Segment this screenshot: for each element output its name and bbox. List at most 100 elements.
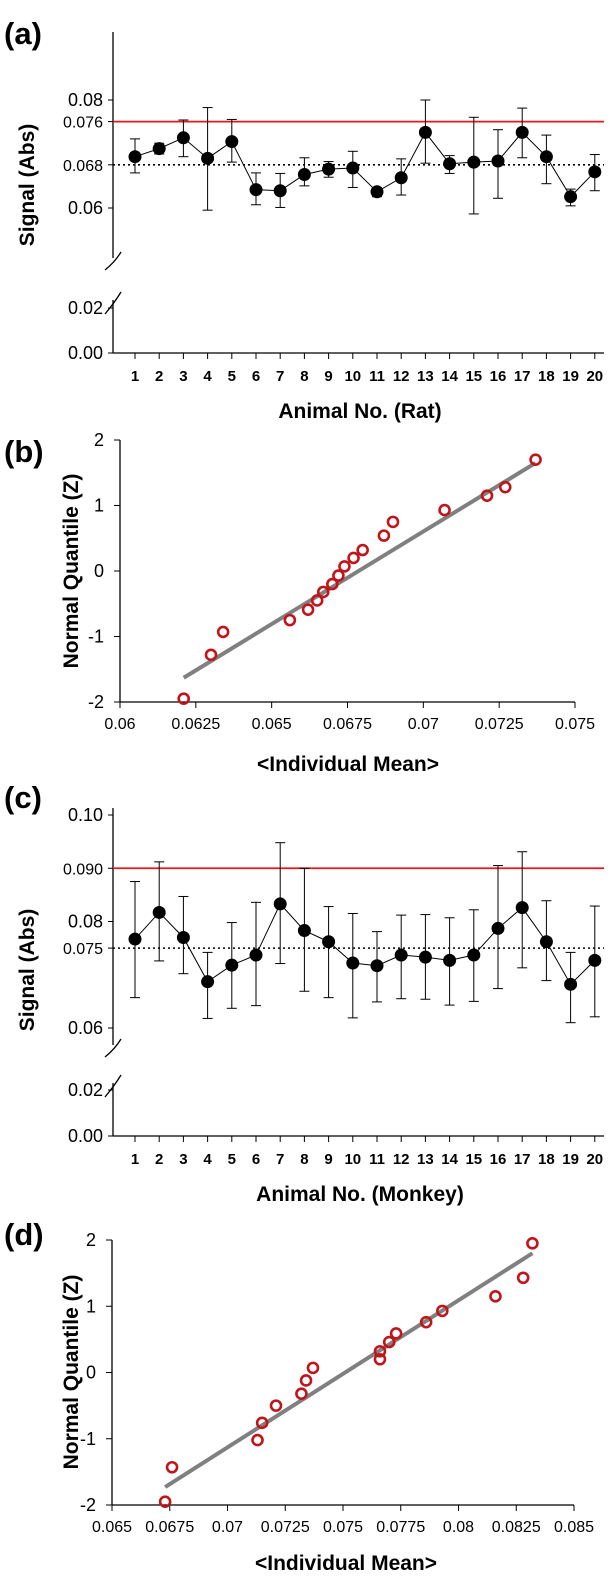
y-tick-label: -2 <box>88 692 104 712</box>
data-point <box>306 1361 320 1375</box>
x-tick-label: 5 <box>228 1151 236 1168</box>
data-point <box>158 1495 172 1508</box>
x-tick-label: 0.065 <box>92 1519 132 1536</box>
y-tick-label: 2 <box>94 430 104 450</box>
data-point <box>269 1399 283 1412</box>
data-point <box>216 625 230 639</box>
data-point <box>529 453 542 466</box>
axis-break-mark-lower <box>104 1074 122 1098</box>
data-point <box>310 594 324 607</box>
x-tick-label: 13 <box>417 368 434 385</box>
data-point <box>347 551 360 565</box>
data-point <box>283 613 297 627</box>
data-point <box>386 515 400 529</box>
y-tick-label: -1 <box>88 627 104 647</box>
data-point <box>443 953 457 967</box>
x-tick-label: 2 <box>155 368 163 385</box>
series-line <box>134 903 596 986</box>
data-point <box>564 977 578 991</box>
y-tick-label: 0.068 <box>63 158 103 175</box>
x-tick-label: 17 <box>514 368 531 385</box>
data-point <box>338 560 351 573</box>
data-point <box>526 1237 539 1250</box>
data-point <box>128 150 142 164</box>
y-tick-label: 0.090 <box>63 861 103 878</box>
data-point <box>176 131 190 145</box>
x-tick-label: 0.075 <box>323 1519 363 1536</box>
x-tick-label: 15 <box>465 1151 482 1168</box>
data-point <box>273 897 287 911</box>
x-tick-label: 16 <box>490 368 507 385</box>
panel-label: (a) <box>4 16 42 51</box>
y-tick-label: 0 <box>86 1363 96 1383</box>
data-point <box>491 154 505 168</box>
y-tick-label: 0.08 <box>68 912 103 932</box>
x-tick-label: 4 <box>203 1151 212 1168</box>
data-point <box>516 1271 530 1285</box>
x-tick-label: 8 <box>300 1151 308 1168</box>
x-tick-label: 8 <box>300 368 308 385</box>
x-axis-title: Animal No. (Rat) <box>278 400 441 423</box>
y-tick-label: 0.02 <box>68 1080 103 1100</box>
y-tick-label: 0.02 <box>68 298 103 318</box>
x-tick-label: 18 <box>538 1151 555 1168</box>
x-tick-label: 6 <box>252 368 260 385</box>
data-point <box>370 959 384 973</box>
data-point <box>346 161 360 175</box>
data-point <box>373 1345 387 1358</box>
data-point <box>316 585 330 599</box>
x-tick-label: 1 <box>131 1151 139 1168</box>
y-axis-title: Normal Quantile (Z) <box>60 1275 83 1470</box>
x-tick-label: 17 <box>514 1151 531 1168</box>
x-tick-label: 0.085 <box>554 1519 594 1536</box>
data-point <box>389 1327 403 1340</box>
data-point <box>225 135 239 149</box>
x-axis-title: Animal No. (Monkey) <box>256 1183 464 1206</box>
data-point <box>539 150 553 164</box>
data-point <box>498 480 512 494</box>
x-tick-label: 13 <box>417 1151 434 1168</box>
data-point <box>443 157 457 171</box>
data-point <box>249 948 263 962</box>
data-point <box>373 1352 387 1366</box>
x-tick-label: 12 <box>393 1151 410 1168</box>
data-point <box>177 692 190 706</box>
x-tick-label: 9 <box>324 368 332 385</box>
x-tick-label: 1 <box>131 368 139 385</box>
data-point <box>201 975 215 989</box>
y-tick-label: 0 <box>94 561 104 581</box>
y-tick-label: 0.076 <box>63 115 103 132</box>
y-tick-label: 2 <box>86 1230 96 1250</box>
x-tick-label: 0.07 <box>408 716 439 733</box>
data-point <box>297 168 311 182</box>
data-point <box>201 151 215 165</box>
data-point <box>295 1387 308 1400</box>
x-tick-label: 14 <box>441 1151 458 1168</box>
x-tick-label: 0.0675 <box>323 716 372 733</box>
x-axis-title: <Individual Mean> <box>255 1552 437 1575</box>
x-tick-label: 16 <box>490 1151 507 1168</box>
y-axis-title: Signal (Abs) <box>16 909 39 1032</box>
x-tick-label: 7 <box>276 368 284 385</box>
data-point <box>394 171 408 185</box>
y-tick-label: 0.06 <box>68 1018 103 1038</box>
x-tick-label: 11 <box>369 368 385 385</box>
x-tick-label: 3 <box>179 1151 187 1168</box>
data-point <box>204 648 218 662</box>
y-tick-label: 0.08 <box>68 90 103 110</box>
data-point <box>128 932 142 946</box>
x-axis-title: <Individual Mean> <box>257 753 439 776</box>
x-tick-label: 20 <box>586 1151 603 1168</box>
data-point <box>564 190 578 204</box>
x-tick-label: 0.0725 <box>475 716 524 733</box>
x-tick-label: 0.065 <box>252 716 292 733</box>
data-point <box>480 489 494 502</box>
x-tick-label: 0.0775 <box>376 1519 425 1536</box>
x-tick-label: 10 <box>344 1151 361 1168</box>
data-point <box>152 142 166 156</box>
x-tick-label: 9 <box>324 1151 332 1168</box>
y-tick-label: 1 <box>94 496 104 516</box>
data-point <box>322 935 336 949</box>
y-tick-label: 0.10 <box>68 805 103 825</box>
x-tick-label: 15 <box>465 368 482 385</box>
